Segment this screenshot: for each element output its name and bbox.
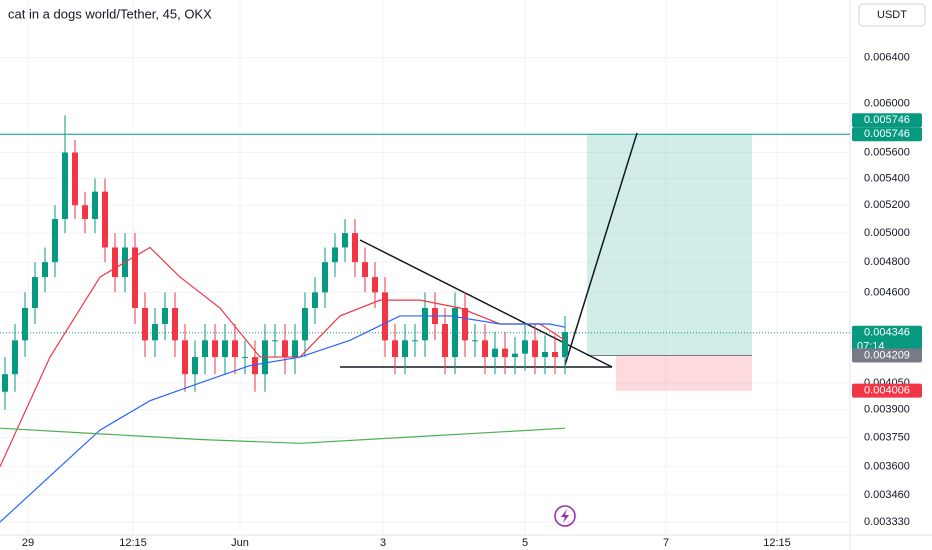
- y-tick-label: 0.003330: [864, 516, 910, 528]
- candle-body: [462, 308, 468, 341]
- candle-body: [422, 308, 428, 341]
- candle-body: [552, 351, 558, 358]
- price-label-box: [852, 383, 922, 398]
- x-tick-label: 12:15: [119, 537, 147, 549]
- chart-title: cat in a dogs world/Tether, 45, OKX: [8, 6, 212, 21]
- trend-line: [359, 239, 613, 368]
- y-tick-label: 0.004800: [864, 256, 910, 268]
- y-tick-label: 0.003900: [864, 404, 910, 416]
- moving-average: [0, 427, 566, 444]
- take-profit-zone: [587, 134, 752, 356]
- moving-average: [0, 315, 566, 523]
- y-tick-label: 0.005000: [864, 227, 910, 239]
- price-label: 0.004346: [864, 327, 910, 339]
- y-tick-label: 0.003750: [864, 432, 910, 444]
- candle-body: [342, 233, 348, 248]
- events-icon[interactable]: [554, 505, 576, 527]
- candle-body: [212, 340, 218, 358]
- candle-body: [82, 205, 88, 220]
- candle-body: [412, 340, 418, 342]
- y-tick-label: 0.006400: [864, 51, 910, 63]
- candle-body: [392, 340, 398, 358]
- candle-body: [42, 262, 48, 278]
- candle-body: [172, 308, 178, 341]
- candle-body: [22, 308, 28, 341]
- candle-body: [282, 340, 288, 358]
- candle-body: [352, 233, 358, 263]
- candle-body: [322, 262, 328, 293]
- candle-body: [252, 357, 258, 375]
- candle-body: [222, 340, 228, 358]
- y-tick-label: 0.003600: [864, 461, 910, 473]
- candle-body: [312, 292, 318, 309]
- y-tick-label: 0.005400: [864, 172, 910, 184]
- candle-body: [382, 292, 388, 341]
- candle-body: [442, 323, 448, 358]
- events-icon[interactable]: [561, 509, 569, 523]
- price-label-box: [852, 348, 922, 363]
- price-label: 0.004209: [864, 349, 910, 361]
- x-tick-label: 7: [663, 537, 669, 549]
- candle-body: [452, 308, 458, 358]
- price-label: 0.004006: [864, 385, 910, 397]
- candle-body: [2, 374, 8, 392]
- y-tick-label: 0.004600: [864, 286, 910, 298]
- candle-body: [32, 277, 38, 309]
- candle-body: [272, 340, 278, 342]
- candle-body: [202, 340, 208, 358]
- candle-body: [302, 308, 308, 341]
- candle-body: [512, 353, 518, 358]
- currency-button[interactable]: [858, 3, 926, 27]
- candle-body: [92, 191, 98, 220]
- x-tick-label: 3: [380, 537, 386, 549]
- y-tick-label: 0.005600: [864, 146, 910, 158]
- candle-body: [62, 152, 68, 220]
- candle-body: [502, 348, 508, 358]
- candle-body: [472, 340, 478, 342]
- candle-body: [292, 340, 298, 358]
- candle-body: [372, 277, 378, 293]
- candle-body: [522, 340, 528, 354]
- price-label: 0.005746: [864, 114, 910, 126]
- candle-body: [182, 340, 188, 375]
- candle-body: [102, 191, 108, 248]
- candle-body: [332, 247, 338, 263]
- candle-body: [162, 308, 168, 324]
- candle-body: [242, 357, 248, 359]
- candle-body: [232, 340, 238, 358]
- candle-body: [482, 340, 488, 358]
- price-label-box: [852, 325, 922, 354]
- candle-body: [152, 323, 158, 341]
- candle-body: [52, 219, 58, 263]
- candle-body: [192, 357, 198, 375]
- x-tick-label: Jun: [231, 537, 249, 549]
- candle-body: [532, 340, 538, 358]
- candle-body: [542, 351, 548, 358]
- x-tick-label: 29: [22, 537, 34, 549]
- candle-body: [562, 332, 568, 358]
- candle-body: [132, 247, 138, 309]
- y-tick-label: 0.005200: [864, 199, 910, 211]
- y-tick-label: 0.006000: [864, 97, 910, 109]
- candle-body: [492, 348, 498, 358]
- candle-body: [362, 262, 368, 278]
- projection-line: [564, 132, 638, 366]
- price-label-box: [852, 113, 922, 128]
- currency-label[interactable]: USDT: [877, 9, 907, 21]
- candle-body: [12, 340, 18, 375]
- stop-loss-zone: [616, 355, 752, 391]
- candle-body: [142, 308, 148, 341]
- candle-body: [72, 152, 78, 206]
- x-tick-label: 12:15: [763, 537, 791, 549]
- x-tick-label: 5: [522, 537, 528, 549]
- price-label-box: [852, 127, 922, 142]
- price-label: 0.005746: [864, 128, 910, 140]
- candle-body: [402, 340, 408, 358]
- y-tick-label: 0.003460: [864, 489, 910, 501]
- candle-body: [112, 247, 118, 278]
